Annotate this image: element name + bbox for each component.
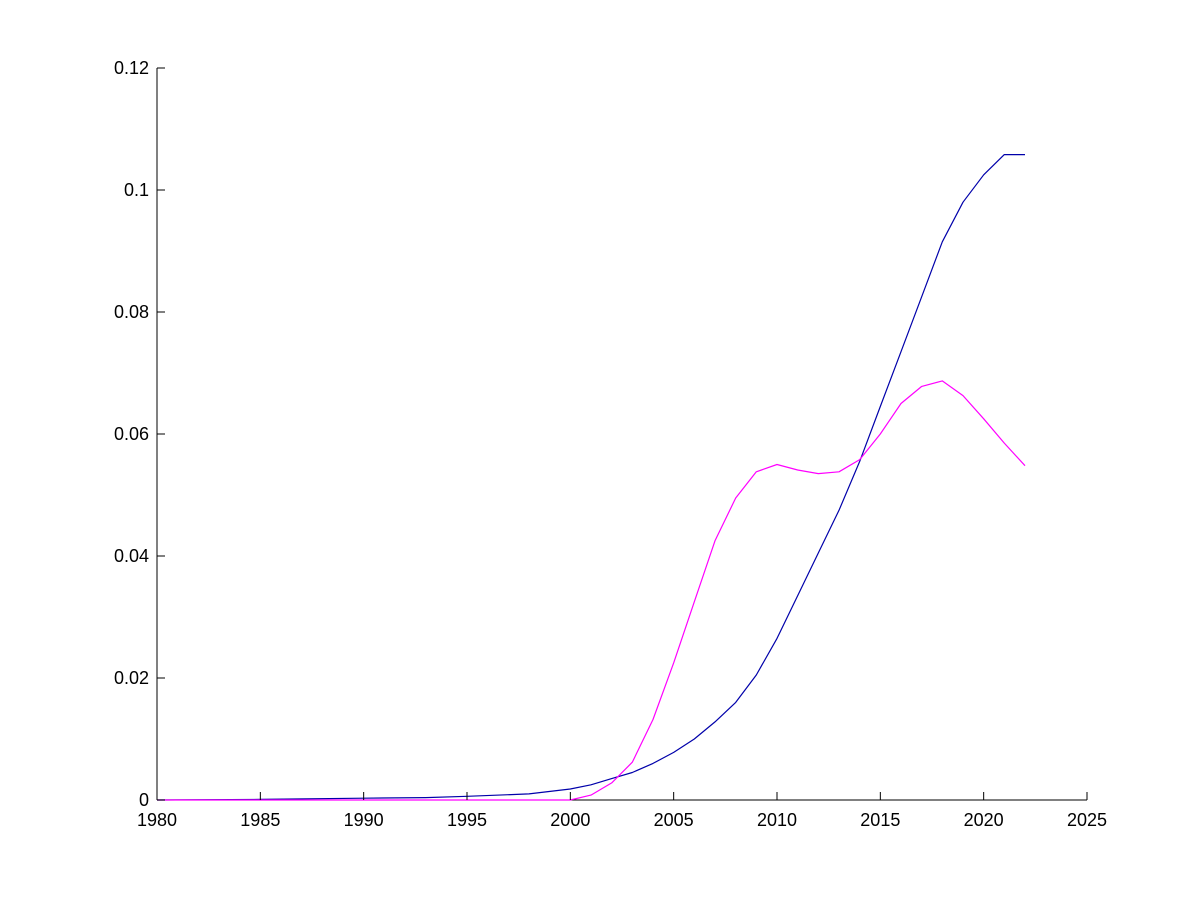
y-tick-label: 0.02 bbox=[114, 668, 149, 688]
x-tick-label: 1985 bbox=[240, 810, 280, 830]
chart-axes bbox=[156, 68, 1087, 801]
y-tick-label: 0.06 bbox=[114, 424, 149, 444]
series-line-1 bbox=[156, 154, 1025, 801]
x-tick-label: 2015 bbox=[860, 810, 900, 830]
x-axis-ticks: 1980 1985 1990 1995 2000 2005 2010 2015 2020 2025 bbox=[137, 792, 1107, 830]
y-tick-label: 0.1 bbox=[124, 180, 149, 200]
x-tick-label: 1980 bbox=[137, 810, 177, 830]
x-tick-label: 2000 bbox=[550, 810, 590, 830]
y-axis-ticks: 0 0.02 0.04 0.06 0.08 0.1 0.12 bbox=[114, 58, 165, 810]
x-tick-label: 1990 bbox=[344, 810, 384, 830]
y-tick-label: 0.12 bbox=[114, 58, 149, 78]
chart-series-layer bbox=[156, 154, 1026, 801]
series-line-2 bbox=[157, 380, 1026, 801]
x-tick-label: 2010 bbox=[757, 810, 797, 830]
y-tick-label: 0.04 bbox=[114, 546, 149, 566]
x-tick-label: 1995 bbox=[447, 810, 487, 830]
x-tick-label: 2020 bbox=[964, 810, 1004, 830]
x-tick-label: 2025 bbox=[1067, 810, 1107, 830]
y-tick-label: 0 bbox=[139, 790, 149, 810]
y-tick-label: 0.08 bbox=[114, 302, 149, 322]
x-tick-label: 2005 bbox=[654, 810, 694, 830]
